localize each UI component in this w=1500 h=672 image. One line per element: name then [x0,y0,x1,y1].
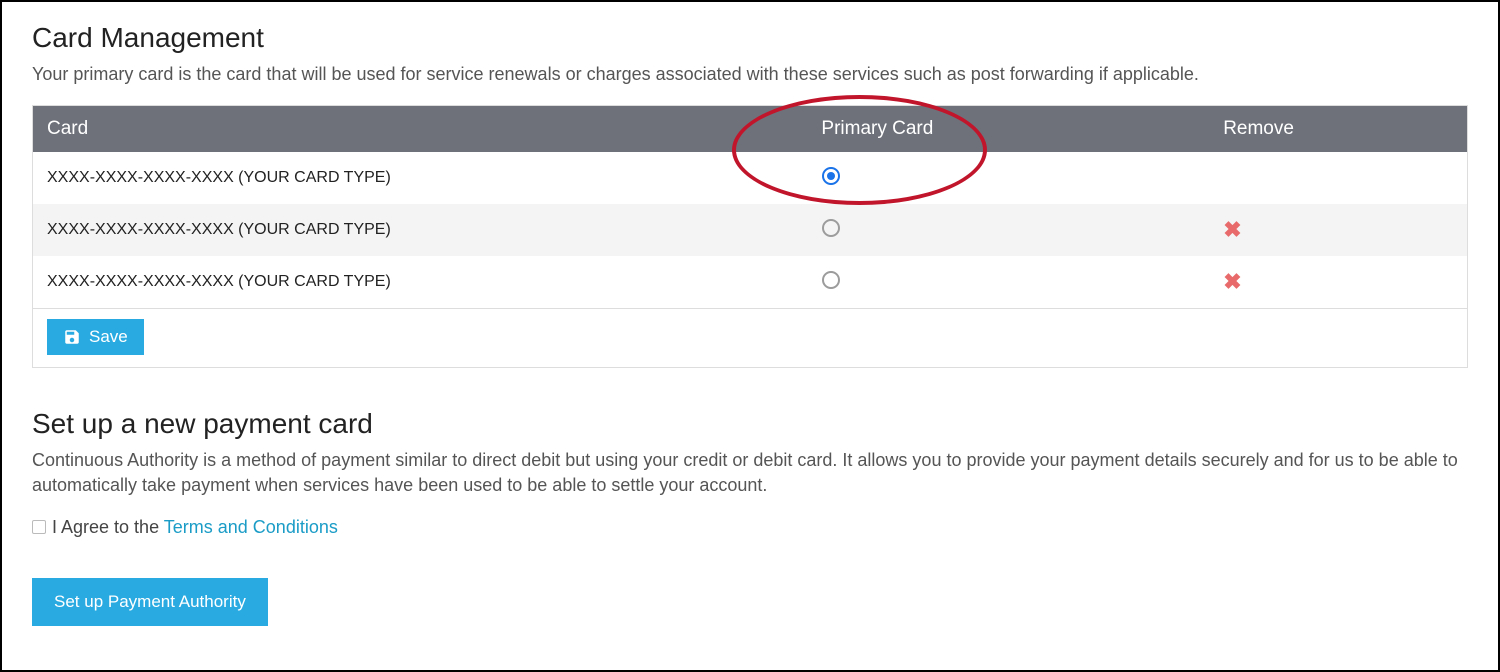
remove-cell: ✖ [1209,256,1467,309]
remove-cell [1209,152,1467,204]
primary-cell [807,152,1209,204]
save-button[interactable]: Save [47,319,144,355]
agree-text: I Agree to the Terms and Conditions [52,517,338,538]
card-label-cell: XXXX-XXXX-XXXX-XXXX (YOUR CARD TYPE) [33,256,808,309]
agree-checkbox[interactable] [32,520,46,534]
card-label-cell: XXXX-XXXX-XXXX-XXXX (YOUR CARD TYPE) [33,204,808,256]
remove-icon[interactable]: ✖ [1223,219,1241,241]
primary-radio[interactable] [821,218,841,238]
remove-cell: ✖ [1209,204,1467,256]
save-button-label: Save [89,327,128,347]
new-card-description: Continuous Authority is a method of paym… [32,448,1468,498]
column-header-remove: Remove [1209,106,1467,153]
column-header-card: Card [33,106,808,153]
card-management-title: Card Management [32,22,1468,54]
table-row: XXXX-XXXX-XXXX-XXXX (YOUR CARD TYPE) ✖ [33,204,1468,256]
terms-link[interactable]: Terms and Conditions [164,517,338,537]
table-row: XXXX-XXXX-XXXX-XXXX (YOUR CARD TYPE) [33,152,1468,204]
save-icon [63,328,81,346]
column-header-primary: Primary Card [807,106,1209,153]
radio-icon [822,219,840,237]
card-management-description: Your primary card is the card that will … [32,62,1468,87]
radio-icon [822,271,840,289]
table-header-row: Card Primary Card Remove [33,106,1468,153]
new-card-title: Set up a new payment card [32,408,1468,440]
card-table: Card Primary Card Remove XXXX-XXXX-XXXX-… [32,105,1468,309]
table-row: XXXX-XXXX-XXXX-XXXX (YOUR CARD TYPE) ✖ [33,256,1468,309]
setup-payment-authority-button[interactable]: Set up Payment Authority [32,578,268,626]
card-label-cell: XXXX-XXXX-XXXX-XXXX (YOUR CARD TYPE) [33,152,808,204]
primary-radio[interactable] [821,270,841,290]
agree-prefix: I Agree to the [52,517,164,537]
agree-row: I Agree to the Terms and Conditions [32,517,1468,538]
primary-cell [807,204,1209,256]
radio-icon [822,167,840,185]
remove-icon[interactable]: ✖ [1223,271,1241,293]
table-footer: Save [32,309,1468,368]
primary-cell [807,256,1209,309]
card-table-container: Card Primary Card Remove XXXX-XXXX-XXXX-… [32,105,1468,368]
primary-radio[interactable] [821,166,841,186]
